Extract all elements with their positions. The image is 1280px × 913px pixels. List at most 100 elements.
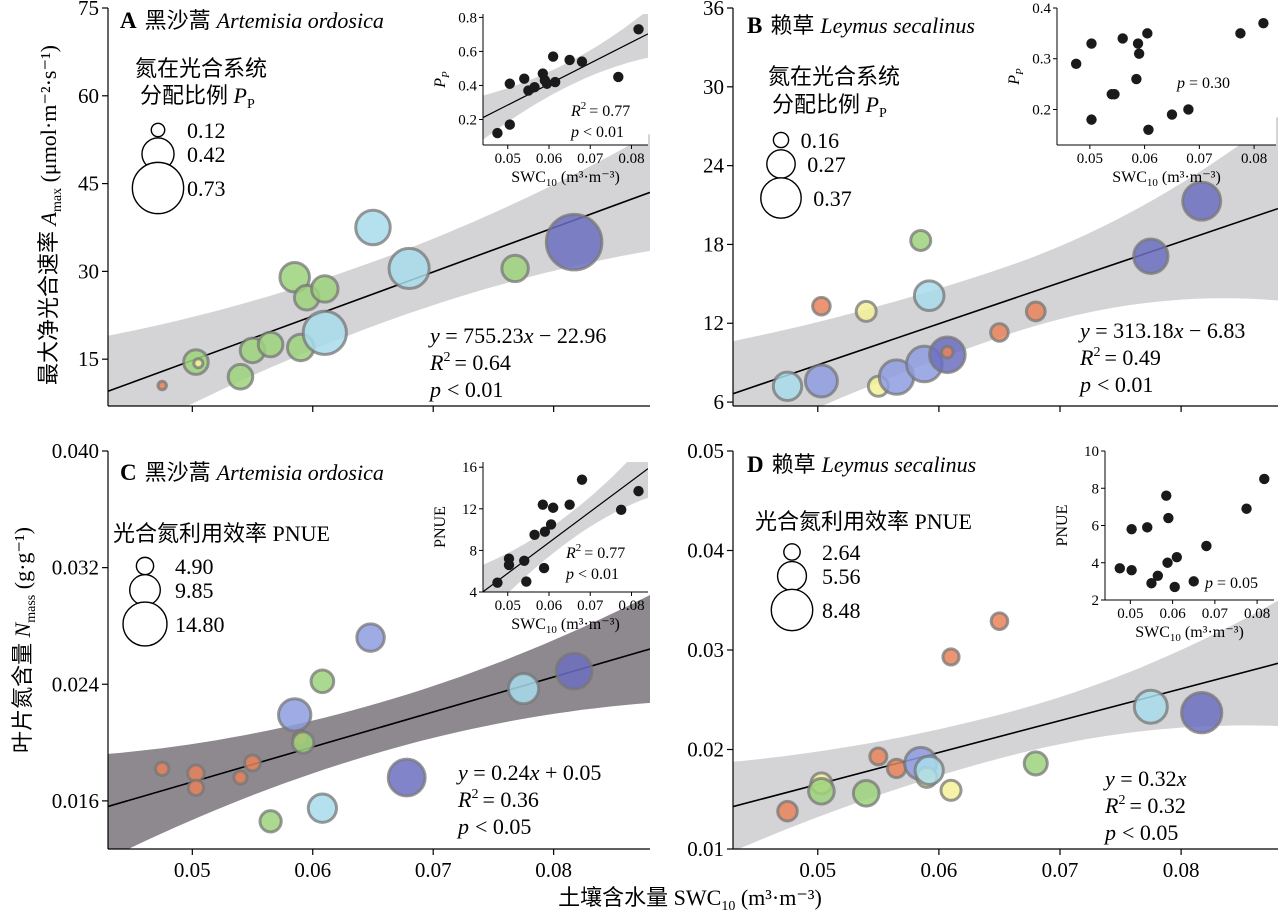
y-tick-label: 6: [714, 390, 725, 414]
size-legend-circle: [770, 588, 814, 632]
inset-data-point: [564, 499, 575, 510]
inset-data-point: [1142, 522, 1153, 533]
size-legend-circle: [772, 131, 790, 149]
data-point: [1022, 750, 1049, 777]
inset-y-tick-label: 2: [1092, 593, 1100, 609]
inset-y-tick-label: 0.6: [458, 44, 477, 60]
inset-data-point: [538, 562, 550, 574]
plot-area: [108, 595, 650, 849]
inset-data-point: [576, 56, 588, 67]
y-tick-label: 36: [703, 0, 724, 20]
inset-data-point: [1183, 104, 1194, 115]
y-tick-label: 0.040: [52, 439, 99, 463]
inset-data-point: [545, 519, 557, 530]
r-squared: R2 = 0.64: [429, 350, 511, 375]
y-tick-label: 60: [78, 84, 99, 108]
regression-equation: y = 0.32x: [1103, 766, 1187, 791]
inset-data-point: [519, 555, 530, 566]
size-legend-title: 光合氮利用效率 PNUE: [755, 509, 972, 534]
r-squared: R2 = 0.32: [1104, 793, 1186, 818]
inset-x-tick-label: 0.08: [1241, 151, 1267, 167]
inset-data-point: [541, 78, 553, 89]
inset-y-tick-label: 8: [470, 543, 478, 559]
panel-D: 0.01 0.02 0.03 0.04 0.05 0.05 0.06 0.07 0.08 D 赖草 L…: [687, 439, 1278, 882]
panel-title: A 黑沙蒿 Artemisia ordosica: [120, 8, 384, 33]
inset-data-point: [1201, 540, 1212, 552]
size-legend-label: 5.56: [822, 564, 861, 589]
data-point: [277, 697, 313, 733]
x-tick-label: 0.08: [1163, 858, 1200, 882]
inset-data-point: [1163, 512, 1174, 524]
y-axis-title-bottom: 叶片氮含量 Nmass (g·g⁻¹): [10, 527, 39, 753]
inset-chart: 0.2 0.3 0.4 0.05 0.06 0.07 0.08 SWC10 (m³·m⁻³) P…: [1006, 1, 1276, 189]
inset-y-tick-label: 16: [462, 460, 478, 476]
inset-data-point: [537, 499, 549, 510]
inset-y-label: PP: [1006, 68, 1026, 86]
data-point: [301, 309, 348, 356]
inset-x-tick-label: 0.05: [495, 598, 521, 614]
inset-x-tick-label: 0.06: [1159, 606, 1186, 622]
inset-x-tick-label: 0.07: [577, 151, 604, 167]
inset-data-point: [1086, 38, 1097, 49]
data-point: [811, 295, 832, 317]
size-legend-label: 8.48: [822, 598, 861, 623]
y-tick-label: 24: [703, 154, 725, 178]
inset-data-point: [1126, 565, 1137, 576]
inset-p-value: p < 0.01: [565, 566, 619, 583]
inset-chart: 4 8 12 16 0.05 0.06 0.07 0.08 SWC10 (m³·m⁻³) PNUE…: [432, 460, 648, 636]
inset-data-point: [1241, 503, 1252, 514]
inset-y-tick-label: 4: [1092, 556, 1100, 572]
inset-x-label: SWC10 (m³·m⁻³): [1112, 169, 1221, 189]
data-point: [913, 754, 945, 787]
x-tick-label: 0.06: [294, 858, 331, 882]
inset-y-tick-label: 0.4: [1032, 1, 1051, 17]
data-point: [939, 778, 963, 802]
size-legend-label: 0.37: [813, 186, 852, 211]
inset-x-tick-label: 0.06: [536, 151, 563, 167]
y-axis-title-top: 最大净光合速率 Amax (μmol·m⁻²·s⁻¹): [36, 45, 65, 385]
inset-data-point: [615, 504, 627, 516]
data-point: [186, 778, 206, 797]
size-legend-circle: [135, 556, 155, 576]
y-tick-label: 45: [78, 172, 99, 196]
size-legend-title: 光合氮利用效率 PNUE: [113, 521, 330, 546]
inset-data-point: [1132, 38, 1144, 49]
inset-x-tick-label: 0.07: [1202, 606, 1229, 622]
y-tick-label: 0.04: [687, 539, 724, 563]
inset-x-tick-label: 0.08: [618, 151, 644, 167]
inset-r-squared: R2 = 0.77: [570, 100, 630, 120]
inset-data-point: [1235, 28, 1246, 39]
panel-C: 0.016 0.024 0.032 0.040 0.05 0.06 0.07 0.08 C 黑沙蒿…: [52, 439, 650, 882]
x-tick-label: 0.06: [921, 858, 958, 882]
r-squared: R2 = 0.36: [457, 787, 539, 812]
inset-p-value: p < 0.01: [570, 124, 624, 141]
size-legend-title: 分配比例 PP: [140, 83, 255, 112]
data-point: [868, 746, 889, 767]
panel-title: B 赖草 Leymus secalinus: [747, 13, 975, 38]
inset-data-point: [529, 529, 540, 540]
y-tick-label: 0.024: [52, 672, 100, 696]
x-tick-label: 0.08: [535, 858, 572, 882]
inset-data-point: [564, 54, 575, 66]
data-point: [554, 651, 594, 691]
y-tick-label: 0.03: [687, 638, 724, 662]
data-point: [306, 792, 339, 824]
size-legend-circle: [760, 177, 802, 219]
data-point: [851, 778, 881, 808]
confidence-band: [733, 116, 1278, 406]
inset-data-point: [539, 526, 551, 537]
p-value: p < 0.05: [1103, 820, 1178, 845]
size-legend-circle: [122, 601, 168, 647]
y-tick-label: 12: [703, 311, 724, 335]
inset-x-tick-label: 0.07: [1186, 151, 1213, 167]
inset-data-point: [519, 73, 530, 84]
size-legend-title: 氮在光合系统: [135, 56, 267, 81]
inset-data-point: [1152, 570, 1164, 581]
p-value: p < 0.05: [456, 814, 531, 839]
data-point: [156, 379, 168, 392]
y-tick-label: 15: [78, 347, 99, 371]
inset-y-tick-label: 10: [1084, 444, 1099, 460]
inset-data-point: [1143, 124, 1154, 135]
inset-data-point: [1117, 33, 1128, 44]
inset-data-point: [1169, 581, 1180, 593]
